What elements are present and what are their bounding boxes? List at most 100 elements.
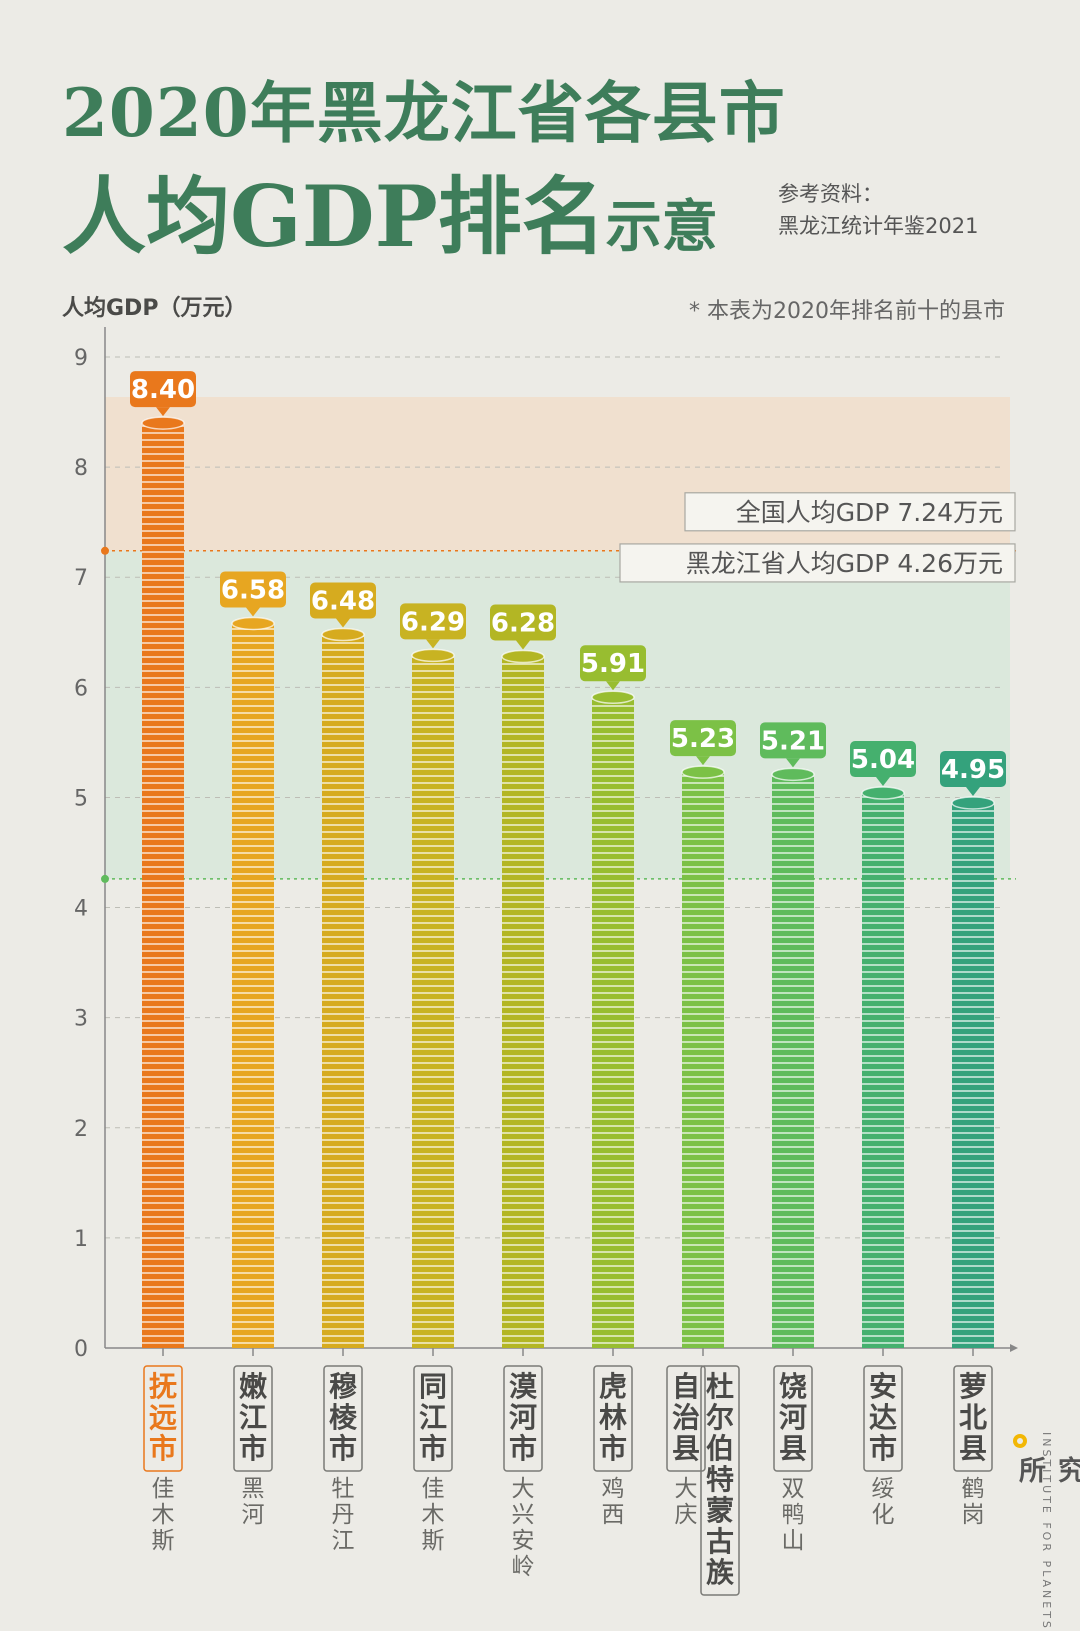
value-label: 4.95 <box>941 755 1005 785</box>
value-label-box <box>760 722 826 759</box>
value-label-box <box>580 645 646 682</box>
value-label-pointer <box>876 777 890 787</box>
category-label-box <box>666 1365 706 1472</box>
chart-title-suffix: 示意 <box>605 194 718 260</box>
category-label: 萝北县 <box>959 1370 987 1465</box>
prefecture-label: 鸡西 <box>602 1476 625 1528</box>
prefecture-label: 佳木斯 <box>422 1476 445 1554</box>
value-label: 5.04 <box>851 745 915 775</box>
chart-title-main: 人均GDP排名 <box>62 167 606 266</box>
reference-label-box <box>684 492 1016 532</box>
bar <box>502 656 544 1348</box>
chart-title-line2: 人均GDP排名示意 <box>62 150 718 271</box>
reference-label: 全国人均GDP 7.24万元 <box>736 498 1003 527</box>
category-label-box <box>413 1365 453 1472</box>
value-label: 5.23 <box>671 724 735 754</box>
prefecture-label: 绥化 <box>872 1476 895 1528</box>
category-label: 同江市 <box>419 1370 447 1465</box>
category-label: 虎林市 <box>599 1370 627 1465</box>
bar-top <box>501 649 545 664</box>
chart-title-line1: 2020年黑龙江省各县市 <box>62 74 786 152</box>
source-note: 参考资料： 黑龙江统计年鉴2021 <box>778 178 978 242</box>
category-label: 杜尔伯特蒙古族 <box>706 1370 735 1589</box>
chart-note: * 本表为2020年排名前十的县市 <box>689 299 1005 324</box>
value-label-box <box>130 371 196 408</box>
category-label: 嫩江市 <box>239 1370 268 1465</box>
value-label: 6.58 <box>221 575 285 605</box>
value-label-box <box>490 604 556 641</box>
value-label-box <box>940 750 1006 787</box>
value-label-pointer <box>426 639 440 649</box>
prefecture-label: 鹤岗 <box>962 1476 985 1528</box>
value-label-box <box>220 571 286 608</box>
y-axis-label: 人均GDP（万元） <box>62 295 246 321</box>
category-label: 穆棱市 <box>329 1370 358 1465</box>
reference-label-box <box>619 543 1016 583</box>
value-label: 6.28 <box>491 609 555 639</box>
category-label: 饶河县 <box>779 1370 807 1465</box>
prefecture-label: 牡丹江 <box>332 1476 355 1554</box>
category-label-box <box>953 1365 993 1472</box>
value-label: 8.40 <box>131 375 195 405</box>
bar <box>142 423 184 1349</box>
category-label-box <box>233 1365 273 1472</box>
value-label: 5.91 <box>581 649 645 679</box>
bar-top <box>591 690 635 704</box>
bar-top <box>681 765 725 779</box>
reference-label: 黑龙江省人均GDP 4.26万元 <box>686 549 1003 578</box>
value-label-pointer <box>966 786 980 796</box>
prefecture-label: 双鸭山 <box>782 1476 805 1554</box>
bar <box>682 772 724 1348</box>
value-label-pointer <box>786 758 800 768</box>
category-label-box <box>503 1365 543 1472</box>
value-label-box <box>670 720 736 757</box>
value-label: 5.21 <box>761 726 825 756</box>
bar <box>322 634 364 1348</box>
y-tick-label: 7 <box>74 566 88 591</box>
bar-top <box>141 416 185 430</box>
category-label-box <box>700 1365 740 1596</box>
bar-top <box>861 786 905 800</box>
brand-dot-icon <box>1013 1434 1027 1448</box>
y-tick-label: 4 <box>74 897 88 922</box>
brand-name: 星球研究所 <box>1014 1456 1080 1485</box>
prefecture-label: 黑河 <box>242 1476 265 1528</box>
value-label-box <box>310 582 376 619</box>
value-label-pointer <box>696 756 710 766</box>
y-tick-label: 1 <box>74 1227 88 1252</box>
value-label-pointer <box>156 407 170 417</box>
prefecture-label: 大兴安岭 <box>512 1476 535 1580</box>
y-tick-label: 6 <box>74 676 88 701</box>
y-tick-label: 2 <box>74 1117 88 1142</box>
bar-top <box>411 648 455 663</box>
category-label-box <box>773 1365 813 1472</box>
value-label: 6.29 <box>401 607 465 637</box>
y-tick-label: 0 <box>74 1337 88 1362</box>
value-label-pointer <box>336 618 350 628</box>
source-text: 黑龙江统计年鉴2021 <box>778 214 979 238</box>
y-tick-label: 9 <box>74 346 88 371</box>
bar-top <box>951 796 995 810</box>
bar <box>412 655 454 1348</box>
reference-dot <box>101 874 109 883</box>
y-tick-label: 8 <box>74 456 88 481</box>
prefecture-label: 佳木斯 <box>152 1476 175 1554</box>
prefecture-label: 大庆 <box>675 1476 698 1528</box>
y-tick-label: 3 <box>74 1007 88 1032</box>
category-label: 安达市 <box>869 1370 897 1465</box>
category-label-box <box>863 1365 903 1472</box>
bar <box>232 623 274 1348</box>
category-label: 抚远市 <box>149 1370 177 1465</box>
bar <box>862 793 904 1348</box>
bar-top <box>321 627 365 642</box>
value-label-pointer <box>516 640 530 650</box>
reference-dot <box>101 546 109 555</box>
category-label-box <box>323 1365 363 1472</box>
source-label: 参考资料： <box>778 182 883 206</box>
x-axis-arrow <box>1010 1344 1018 1352</box>
value-label: 6.48 <box>311 586 375 616</box>
category-label: 漠河市 <box>509 1370 538 1465</box>
category-label-box <box>143 1365 183 1472</box>
bar <box>772 774 814 1348</box>
